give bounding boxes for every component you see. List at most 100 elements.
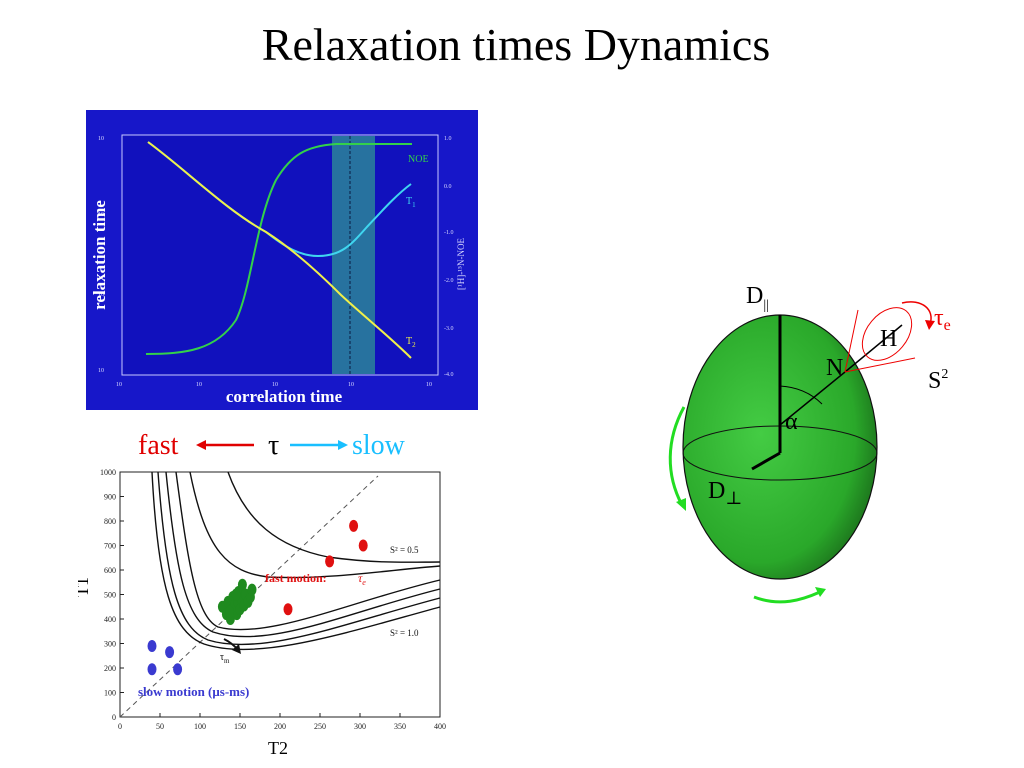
tau-e-label: τe bbox=[934, 305, 951, 334]
scatter-point bbox=[147, 663, 157, 676]
scatter-xlabel: T2 bbox=[268, 738, 288, 758]
scatter-point bbox=[237, 578, 247, 591]
d-perp-axis bbox=[751, 451, 781, 471]
svg-text:-2.0: -2.0 bbox=[444, 278, 454, 284]
svg-text:10: 10 bbox=[98, 136, 104, 142]
y-tick-label: 300 bbox=[104, 640, 116, 649]
noe-curve bbox=[145, 143, 412, 355]
t1-t2-chart: 0 100 200 300 400 500 600 700 800 900 1000 0 50 100 1… bbox=[72, 462, 450, 762]
svg-text:10: 10 bbox=[98, 212, 104, 218]
svg-text:10: 10 bbox=[98, 368, 104, 374]
scatter-point bbox=[247, 583, 257, 596]
tau-e-arrow-head bbox=[925, 320, 935, 330]
s2-curve bbox=[189, 471, 441, 579]
s2-top-label: S² = 0.5 bbox=[390, 545, 419, 555]
h-atom-label: H bbox=[880, 326, 897, 352]
x-tick-label: 350 bbox=[394, 722, 406, 731]
x-tick-label: 0 bbox=[118, 722, 122, 731]
slow-motion-label: slow motion (μs-ms) bbox=[138, 684, 249, 699]
s2-curve bbox=[165, 471, 441, 638]
scatter-point bbox=[231, 588, 241, 601]
scatter-points bbox=[147, 519, 368, 676]
relaxation-xlabel: correlation time bbox=[226, 387, 343, 406]
y-tick-label: 200 bbox=[104, 664, 116, 673]
y-tick-label: 500 bbox=[104, 591, 116, 600]
svg-text:10: 10 bbox=[116, 382, 122, 388]
alpha-label: α bbox=[785, 409, 798, 435]
svg-text:-1.0: -1.0 bbox=[444, 230, 454, 236]
scatter-point bbox=[358, 539, 368, 552]
svg-text:1.0: 1.0 bbox=[444, 136, 452, 142]
rotation-arrow-left bbox=[668, 406, 686, 506]
x-tick-label: 300 bbox=[354, 722, 366, 731]
svg-text:10: 10 bbox=[348, 382, 354, 388]
tau-scale: fast τ slow bbox=[120, 428, 450, 462]
t1-label: T1 bbox=[406, 196, 416, 209]
relaxation-tick-marks: 10 10 10 10 10 10 10 10 10 1.0 0.0 -1.0 -2.0 -3.0 -4… bbox=[98, 136, 454, 388]
x-tick-label: 100 bbox=[194, 722, 206, 731]
y-tick-labels: 0 100 200 300 400 500 600 700 800 900 1000 bbox=[100, 468, 124, 722]
x-tick-label: 250 bbox=[314, 722, 326, 731]
d-perp-label: D⊥ bbox=[708, 478, 742, 508]
noe-axis-label: [¹H]-¹⁵N-NOE bbox=[456, 237, 466, 290]
s2-curve bbox=[175, 471, 441, 631]
x-tick-label: 50 bbox=[156, 722, 164, 731]
s2-curve bbox=[151, 471, 441, 651]
y-tick-label: 800 bbox=[104, 517, 116, 526]
scatter-point bbox=[225, 605, 235, 618]
t2-label: T2 bbox=[406, 336, 416, 349]
scatter-point bbox=[283, 603, 293, 616]
motion-cone bbox=[844, 307, 916, 373]
y-tick-label: 1000 bbox=[100, 468, 116, 477]
scatter-ylabel: T1 bbox=[78, 577, 92, 597]
y-tick-label: 400 bbox=[104, 615, 116, 624]
y-tick-label: 100 bbox=[104, 689, 116, 698]
svg-text:10: 10 bbox=[196, 382, 202, 388]
fast-label: fast bbox=[138, 430, 179, 461]
y-tick-label: 0 bbox=[112, 713, 116, 722]
slide-title: Relaxation times Dynamics bbox=[261, 19, 771, 70]
tau-m-label: τm bbox=[220, 652, 230, 665]
tau-m-arrow-head bbox=[232, 644, 241, 654]
slow-label: slow bbox=[352, 430, 406, 461]
s2-curve bbox=[157, 471, 441, 646]
relaxation-highlight-band bbox=[332, 136, 375, 374]
fast-motion-label: fast motion: bbox=[265, 571, 327, 585]
fast-arrow-head bbox=[196, 440, 206, 450]
s2-label: S2 bbox=[928, 367, 948, 394]
s2-bottom-label: S² = 1.0 bbox=[390, 628, 419, 638]
x-tick-labels: 0 50 100 150 200 250 300 350 400 bbox=[118, 713, 446, 731]
tau-e-arrow bbox=[901, 301, 932, 325]
svg-text:10: 10 bbox=[426, 382, 432, 388]
svg-text:10: 10 bbox=[272, 382, 278, 388]
diagonal-dashed-line bbox=[119, 475, 379, 718]
scatter-point bbox=[349, 519, 359, 532]
svg-text:10: 10 bbox=[98, 292, 104, 298]
relaxation-ylabel: relaxation time bbox=[90, 200, 109, 310]
scatter-point bbox=[165, 646, 175, 659]
y-tick-label: 600 bbox=[104, 566, 116, 575]
x-tick-label: 200 bbox=[274, 722, 286, 731]
y-tick-label: 700 bbox=[104, 542, 116, 551]
slow-arrow-head bbox=[338, 440, 348, 450]
n-atom-label: N bbox=[826, 355, 843, 381]
scatter-point bbox=[147, 639, 157, 652]
t2-curve bbox=[147, 141, 412, 359]
svg-text:-4.0: -4.0 bbox=[444, 372, 454, 378]
rotation-arrow-left-head bbox=[676, 498, 686, 511]
d-parallel-label: D|| bbox=[746, 283, 769, 313]
svg-text:0.0: 0.0 bbox=[444, 184, 452, 190]
rotation-arrow-bottom-head bbox=[815, 587, 826, 597]
x-tick-label: 150 bbox=[234, 722, 246, 731]
tau-symbol: τ bbox=[268, 430, 279, 461]
y-tick-label: 900 bbox=[104, 493, 116, 502]
nh-bond bbox=[844, 324, 903, 373]
noe-label: NOE bbox=[408, 154, 429, 165]
rotation-arrow-bottom bbox=[753, 590, 821, 604]
fast-motion-tau: τe bbox=[358, 571, 366, 587]
ellipsoid-diagram: D|| D⊥ α N H τe S2 bbox=[640, 270, 980, 620]
alpha-arc bbox=[779, 385, 823, 405]
relaxation-chart: 10 10 10 10 10 10 10 10 10 1.0 0.0 -1.0 -2.0 -3.0 -4… bbox=[86, 110, 478, 410]
scatter-point bbox=[325, 555, 335, 568]
scatter-point bbox=[173, 663, 183, 676]
